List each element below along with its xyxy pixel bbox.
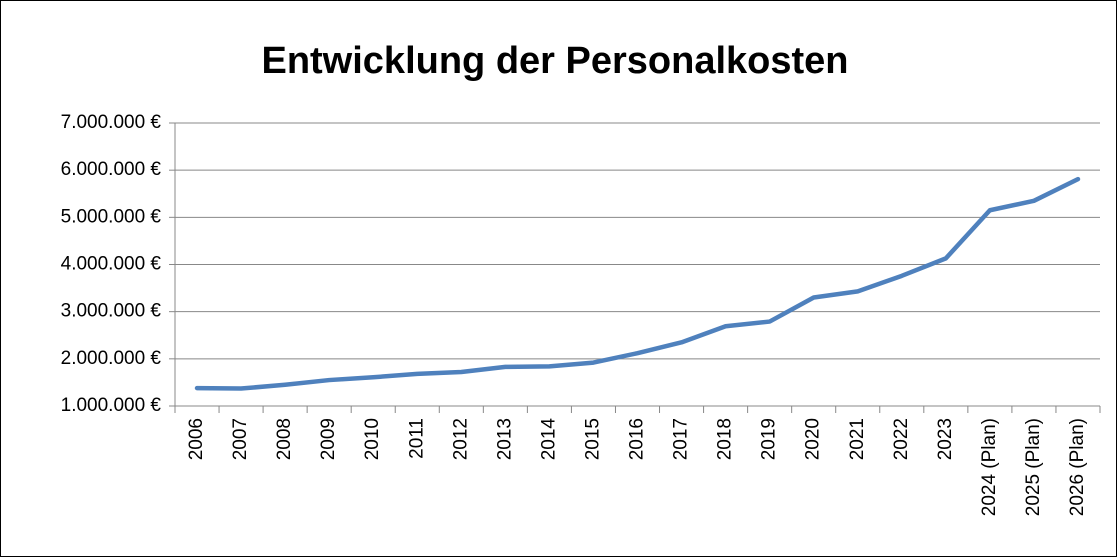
x-tick-label: 2006	[186, 418, 207, 460]
x-tick-label: 2022	[891, 418, 912, 460]
y-tick-label: 2.000.000 €	[61, 348, 162, 369]
y-tick-label: 7.000.000 €	[61, 112, 162, 133]
y-tick-label: 5.000.000 €	[61, 206, 162, 227]
x-tick-label: 2016	[627, 418, 648, 460]
x-tick-label: 2010	[362, 418, 383, 460]
x-tick-label: 2024 (Plan)	[979, 418, 1000, 516]
x-tick-label: 2014	[538, 418, 559, 461]
x-tick-label: 2007	[230, 418, 251, 460]
x-tick-label: 2021	[847, 418, 868, 460]
x-tick-label: 2013	[494, 418, 515, 460]
x-tick-label: 2018	[715, 418, 736, 460]
chart-title: Entwicklung der Personalkosten	[261, 40, 848, 82]
x-tick-label: 2025 (Plan)	[1023, 418, 1044, 516]
x-tick-label: 2015	[582, 418, 603, 460]
y-tick-label: 1.000.000 €	[61, 395, 162, 416]
x-tick-label: 2009	[318, 418, 339, 460]
x-tick-label: 2023	[935, 418, 956, 460]
x-tick-label: 2011	[406, 418, 427, 459]
x-tick-label: 2012	[450, 418, 471, 460]
line-series	[194, 176, 1081, 391]
y-tick-label: 6.000.000 €	[61, 159, 162, 180]
x-tick-label: 2026 (Plan)	[1067, 418, 1088, 516]
x-tick-label: 2017	[671, 418, 692, 460]
x-tick-label: 2008	[274, 418, 295, 460]
x-tick-label: 2019	[759, 418, 780, 460]
y-tick-label: 4.000.000 €	[61, 254, 162, 275]
x-tick-label: 2020	[803, 418, 824, 460]
y-tick-label: 3.000.000 €	[61, 301, 162, 322]
